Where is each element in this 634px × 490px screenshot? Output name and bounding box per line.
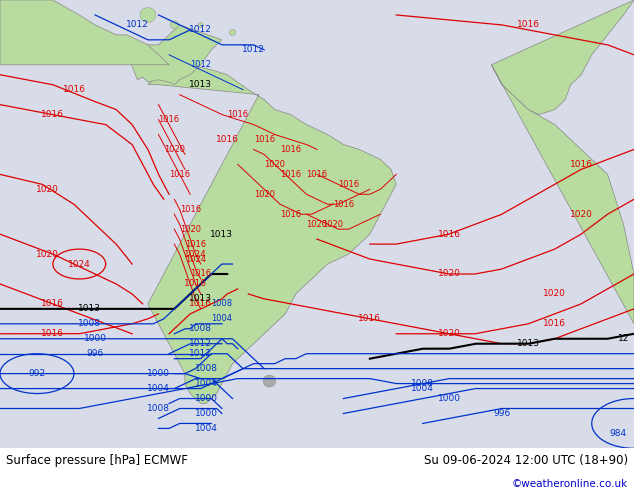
Text: 1016: 1016	[254, 135, 275, 144]
Text: 1012: 1012	[242, 45, 265, 54]
Text: 1016: 1016	[227, 110, 249, 119]
Polygon shape	[491, 0, 634, 115]
Text: 12: 12	[618, 334, 629, 343]
Text: 1012: 1012	[190, 339, 212, 348]
Text: 1016: 1016	[437, 230, 460, 239]
Circle shape	[170, 21, 179, 29]
Text: 1016: 1016	[280, 145, 301, 154]
Text: 1016: 1016	[333, 200, 354, 209]
Text: 1013: 1013	[190, 80, 212, 89]
Text: ©weatheronline.co.uk: ©weatheronline.co.uk	[512, 479, 628, 489]
Text: 992: 992	[29, 369, 46, 378]
Text: 1016: 1016	[306, 170, 328, 179]
Text: 1016: 1016	[41, 299, 64, 308]
Text: 1008: 1008	[411, 379, 434, 388]
Text: 1020: 1020	[437, 329, 460, 338]
Text: 1016: 1016	[169, 170, 190, 179]
Text: 1004: 1004	[195, 379, 217, 388]
Text: 1020: 1020	[36, 249, 59, 259]
Circle shape	[230, 29, 236, 35]
Text: 1024: 1024	[185, 254, 206, 264]
Polygon shape	[0, 0, 169, 65]
Text: 1013: 1013	[517, 339, 540, 348]
Text: 1016: 1016	[216, 135, 238, 144]
Text: 1000: 1000	[195, 409, 217, 418]
Text: 1008: 1008	[195, 364, 217, 373]
Text: 1020: 1020	[164, 145, 185, 154]
Text: 1024: 1024	[184, 249, 207, 259]
Text: 1012: 1012	[190, 60, 211, 69]
Text: 1016: 1016	[517, 21, 540, 29]
Text: 1013: 1013	[79, 304, 101, 314]
Text: 1020: 1020	[437, 270, 460, 278]
Text: 1004: 1004	[195, 424, 217, 433]
Text: 1016: 1016	[190, 270, 211, 278]
Text: 1013: 1013	[210, 230, 233, 239]
Text: 1012: 1012	[190, 25, 212, 34]
Text: 1016: 1016	[41, 329, 64, 338]
Text: 1016: 1016	[179, 205, 201, 214]
Text: 1016: 1016	[41, 110, 64, 119]
Polygon shape	[95, 25, 222, 85]
Text: 996: 996	[86, 349, 104, 358]
Text: 1016: 1016	[358, 314, 381, 323]
Polygon shape	[148, 65, 396, 404]
Text: 1008: 1008	[79, 319, 101, 328]
Text: 984: 984	[609, 429, 627, 438]
Text: 1016: 1016	[63, 85, 86, 94]
Text: 1008: 1008	[147, 404, 170, 413]
Text: 1000: 1000	[147, 369, 170, 378]
Text: 1024: 1024	[68, 260, 91, 269]
Text: 1016: 1016	[190, 299, 212, 308]
Text: 1012: 1012	[190, 349, 212, 358]
Text: 1020: 1020	[179, 224, 201, 234]
Text: 1016: 1016	[158, 115, 179, 124]
Text: 1020: 1020	[264, 160, 285, 169]
Text: 1020: 1020	[254, 190, 275, 199]
Text: 1016: 1016	[543, 319, 566, 328]
Circle shape	[140, 7, 156, 23]
Text: 1008: 1008	[211, 299, 233, 308]
Text: 1020: 1020	[543, 290, 566, 298]
Text: 1012: 1012	[126, 21, 149, 29]
Text: 1016: 1016	[570, 160, 593, 169]
Text: 1004: 1004	[211, 314, 233, 323]
Text: 1016: 1016	[185, 240, 206, 248]
Text: 1016: 1016	[338, 180, 359, 189]
Text: 1016: 1016	[280, 170, 301, 179]
Text: 1020: 1020	[322, 220, 344, 229]
Circle shape	[263, 375, 276, 387]
Circle shape	[198, 23, 204, 27]
Text: 1020: 1020	[306, 220, 328, 229]
Text: 1008: 1008	[190, 324, 212, 333]
Text: 1000: 1000	[84, 334, 107, 343]
Polygon shape	[491, 65, 634, 324]
Text: Surface pressure [hPa] ECMWF: Surface pressure [hPa] ECMWF	[6, 454, 188, 467]
Text: 1020: 1020	[36, 185, 59, 194]
Text: 1004: 1004	[147, 384, 170, 393]
Text: 1000: 1000	[195, 394, 217, 403]
Text: 1020: 1020	[570, 210, 593, 219]
Text: 996: 996	[493, 409, 510, 418]
Text: 1016: 1016	[184, 279, 207, 289]
Text: 1000: 1000	[437, 394, 460, 403]
Text: 1013: 1013	[190, 294, 212, 303]
Text: 1004: 1004	[411, 384, 434, 393]
Text: Su 09-06-2024 12:00 UTC (18+90): Su 09-06-2024 12:00 UTC (18+90)	[424, 454, 628, 467]
Text: 1016: 1016	[280, 210, 301, 219]
